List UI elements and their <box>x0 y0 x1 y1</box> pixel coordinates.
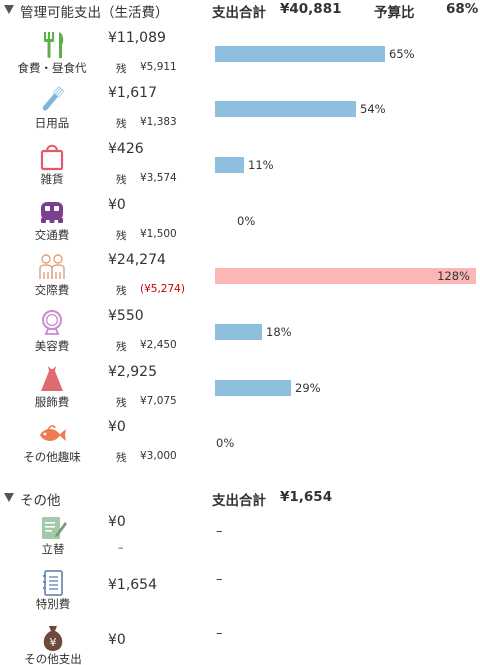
collapse-triangle-icon[interactable] <box>4 493 14 502</box>
budget-percent: 29% <box>295 381 321 395</box>
budget-percent: 0% <box>216 436 235 450</box>
remaining-key: 残 <box>116 230 127 242</box>
budget-percent: 65% <box>389 47 415 61</box>
budget-percent: 128% <box>437 269 470 283</box>
category-row-daily-goods[interactable]: 日用品 ¥1,617 残 ¥1,383 54% <box>0 83 480 139</box>
remaining-amount: ¥1,500 <box>140 228 177 240</box>
remaining-key: 残 <box>116 341 127 353</box>
budget-placeholder: – <box>216 572 223 587</box>
section-header-living-expenses[interactable]: 管理可能支出（生活費） 支出合計 ¥40,881 予算比 68% <box>0 0 480 22</box>
category-label: 交通費 <box>34 228 70 242</box>
remaining-key: 残 <box>116 285 127 297</box>
category-label: 特別費 <box>35 597 71 611</box>
notebook-icon <box>38 569 68 597</box>
total-value: ¥40,881 <box>280 1 342 17</box>
remaining-amount: ¥5,911 <box>140 61 177 73</box>
remaining-key: 残 <box>116 452 127 464</box>
money-bag-icon: ¥ <box>38 624 68 652</box>
category-label: 日用品 <box>34 116 70 130</box>
budget-percent: 0% <box>237 214 256 228</box>
category-row-hobbies[interactable]: その他趣味 ¥0 残 ¥3,000 0% <box>0 417 480 473</box>
category-label: 雑貨 <box>40 172 64 186</box>
spent-amount: ¥0 <box>108 514 126 530</box>
remaining-key: 残 <box>116 63 127 75</box>
shopping-bag-icon <box>36 141 68 171</box>
spent-amount: ¥1,617 <box>108 85 157 101</box>
utensils-icon <box>36 30 68 60</box>
section-title: 管理可能支出（生活費） <box>20 5 169 21</box>
spent-amount: ¥0 <box>108 197 126 213</box>
bus-icon <box>36 197 68 227</box>
budget-progress-bar <box>215 268 476 284</box>
toothbrush-icon <box>36 85 68 115</box>
category-row-special-expenses[interactable]: 特別費 ¥1,654 – <box>0 569 480 625</box>
total-label: 支出合計 <box>212 5 266 21</box>
total-value: ¥1,654 <box>280 489 333 505</box>
category-row-food[interactable]: 食費・昼食代 ¥11,089 残 ¥5,911 65% <box>0 28 480 84</box>
budget-progress-bar <box>215 157 244 173</box>
category-label: 交際費 <box>34 283 70 297</box>
category-label: 食費・昼食代 <box>17 61 87 75</box>
remaining-amount: ¥3,000 <box>140 450 177 462</box>
category-row-transportation[interactable]: 交通費 ¥0 残 ¥1,500 0% <box>0 195 480 251</box>
mirror-icon <box>36 308 68 338</box>
budget-progress-bar <box>215 101 356 117</box>
remaining-key: 残 <box>116 174 127 186</box>
category-row-clothing[interactable]: 服飾費 ¥2,925 残 ¥7,075 29% <box>0 362 480 418</box>
budget-progress-bar <box>215 324 262 340</box>
category-row-other-spending[interactable]: ¥ その他支出 ¥0 – <box>0 624 480 665</box>
remaining-placeholder: – <box>118 541 124 554</box>
category-label: その他支出 <box>24 652 82 665</box>
section-header-other[interactable]: その他 支出合計 ¥1,654 <box>0 488 480 510</box>
budget-progress-bar <box>215 46 385 62</box>
fish-icon <box>36 419 68 449</box>
budget-ratio-value: 68% <box>446 1 479 17</box>
svg-text:¥: ¥ <box>50 636 57 649</box>
budget-placeholder: – <box>216 524 223 539</box>
spent-amount: ¥24,274 <box>108 252 166 268</box>
memo-pen-icon <box>38 514 68 542</box>
budget-progress-bar <box>215 380 291 396</box>
section-title: その他 <box>20 493 61 509</box>
budget-percent: 18% <box>266 325 292 339</box>
spent-amount: ¥1,654 <box>108 577 157 593</box>
category-label: 美容費 <box>34 339 70 353</box>
category-row-beauty[interactable]: 美容費 ¥550 残 ¥2,450 18% <box>0 306 480 362</box>
budget-percent: 54% <box>360 102 386 116</box>
remaining-amount: (¥5,274) <box>140 283 185 295</box>
spent-amount: ¥0 <box>108 419 126 435</box>
category-label: 服飾費 <box>34 395 70 409</box>
remaining-amount: ¥7,075 <box>140 395 177 407</box>
total-label: 支出合計 <box>212 493 266 509</box>
remaining-amount: ¥3,574 <box>140 172 177 184</box>
spent-amount: ¥426 <box>108 141 144 157</box>
collapse-triangle-icon[interactable] <box>4 5 14 14</box>
remaining-key: 残 <box>116 118 127 130</box>
spent-amount: ¥0 <box>108 632 126 648</box>
remaining-amount: ¥2,450 <box>140 339 177 351</box>
people-icon <box>36 252 68 282</box>
dress-icon <box>36 364 68 394</box>
category-row-social[interactable]: 交際費 ¥24,274 残 (¥5,274) 128% <box>0 250 480 306</box>
remaining-key: 残 <box>116 397 127 409</box>
remaining-amount: ¥1,383 <box>140 116 177 128</box>
category-label: 立替 <box>41 542 65 556</box>
category-row-advance-payment[interactable]: 立替 ¥0 – – <box>0 514 480 570</box>
spent-amount: ¥550 <box>108 308 144 324</box>
spent-amount: ¥11,089 <box>108 30 166 46</box>
budget-placeholder: – <box>216 626 223 641</box>
category-row-sundries[interactable]: 雑貨 ¥426 残 ¥3,574 11% <box>0 139 480 195</box>
budget-percent: 11% <box>248 158 274 172</box>
category-label: その他趣味 <box>23 450 81 464</box>
budget-ratio-label: 予算比 <box>374 5 415 21</box>
spent-amount: ¥2,925 <box>108 364 157 380</box>
